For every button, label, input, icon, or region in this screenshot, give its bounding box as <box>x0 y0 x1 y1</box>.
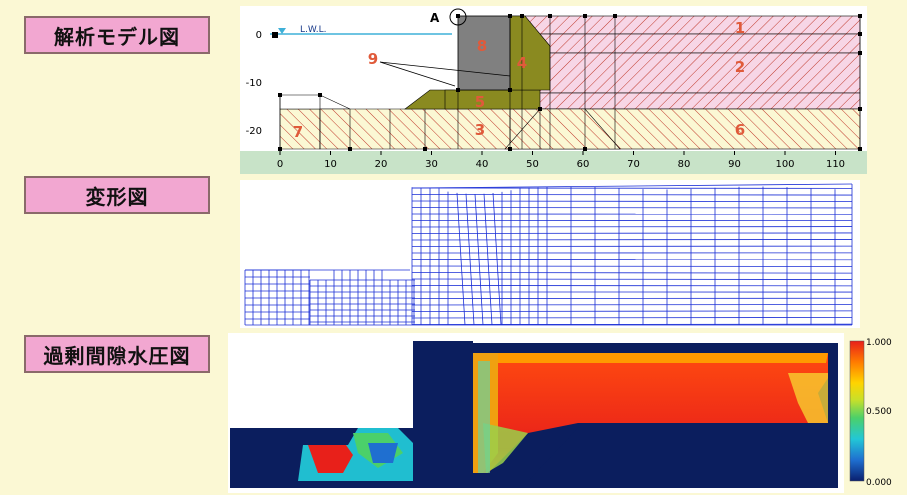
mesh-line <box>411 310 853 312</box>
y-tick-1: -10 <box>246 78 262 89</box>
layer-1 <box>509 15 861 35</box>
region-7-label: 7 <box>293 123 303 141</box>
layer-2b <box>509 92 861 110</box>
layer-2a <box>509 33 861 54</box>
x-tick-label: 100 <box>775 159 794 170</box>
colorbar <box>849 340 865 482</box>
x-tick-label: 30 <box>425 159 438 170</box>
x-tick-label: 110 <box>826 159 845 170</box>
deformation-label-text: 変形図 <box>85 184 149 209</box>
point-a-label: A <box>430 11 440 25</box>
x-tick-label: 50 <box>526 159 539 170</box>
model-label-text: 解析モデル図 <box>54 24 180 49</box>
point-a-circle <box>449 8 467 26</box>
mesh-line <box>411 239 853 241</box>
region-2-label: 2 <box>735 58 745 76</box>
x-tick-label: 80 <box>678 159 691 170</box>
mesh-line <box>474 193 484 326</box>
model-x-axis-strip <box>240 151 867 174</box>
x-tick-label: 90 <box>728 159 741 170</box>
caisson-8 <box>457 15 511 91</box>
layer-2 <box>509 52 861 94</box>
deformation-label: 変形図 <box>24 176 210 214</box>
mesh-line <box>465 193 475 326</box>
model-diagram: L.W.L. A 1 2 3 4 <box>240 6 867 174</box>
x-tick-label: 0 <box>277 159 283 170</box>
x-tick-label: 20 <box>375 159 388 170</box>
x-tick-label: 70 <box>627 159 640 170</box>
mesh-line <box>456 192 466 326</box>
mesh-line <box>492 192 502 326</box>
water-level-label: L.W.L. <box>300 25 326 35</box>
pore-pressure-diagram: 1.000 0.500 0.000 <box>228 333 892 493</box>
high-pressure-zone <box>473 353 828 473</box>
mesh-line <box>483 193 493 326</box>
mesh-line <box>411 272 853 274</box>
region-5-label: 5 <box>475 93 485 111</box>
region-6-label: 6 <box>735 121 745 139</box>
mesh-line <box>411 304 853 306</box>
region-4-label: 4 <box>517 54 527 72</box>
mesh-line <box>411 194 853 196</box>
mesh-line <box>411 278 853 280</box>
mesh-line <box>411 232 853 234</box>
colorbar-max: 1.000 <box>866 338 892 348</box>
colorbar-min: 0.000 <box>866 478 892 488</box>
region-9-label: 9 <box>368 50 378 68</box>
x-tick-label: 60 <box>577 159 590 170</box>
mesh-line <box>411 317 853 319</box>
water-level-marker <box>278 28 286 34</box>
x-tick-label: 10 <box>324 159 337 170</box>
deformation-diagram <box>240 180 860 328</box>
mesh-line <box>411 183 853 189</box>
y-tick-2: -20 <box>246 126 262 137</box>
region-8-label: 8 <box>477 37 487 55</box>
model-label: 解析モデル図 <box>24 16 210 54</box>
colorbar-mid: 0.500 <box>866 407 892 417</box>
pore-pressure-label-text: 過剰間隙水圧図 <box>43 343 191 368</box>
region-3-label: 3 <box>475 121 485 139</box>
y-tick-0: 0 <box>256 30 262 41</box>
x-tick-label: 40 <box>476 159 489 170</box>
mound-5 <box>444 89 541 110</box>
pore-pressure-label: 過剰間隙水圧図 <box>24 335 210 373</box>
mesh-line <box>411 200 853 202</box>
region-1-label: 1 <box>735 19 745 37</box>
